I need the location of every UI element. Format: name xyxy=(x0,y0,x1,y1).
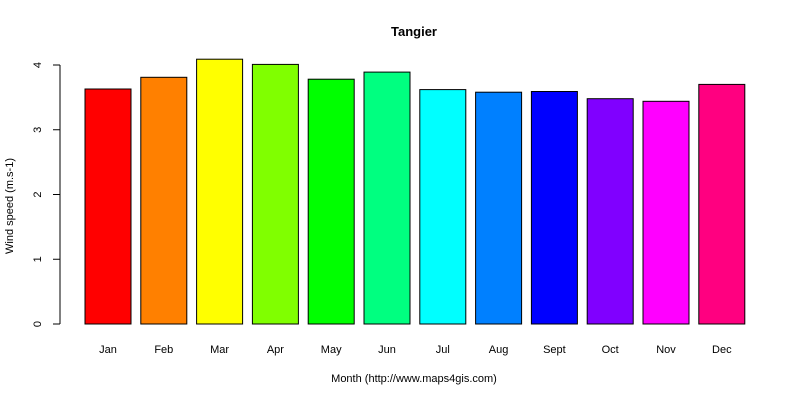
bars-group xyxy=(84,58,746,325)
x-tick-label-sept: Sept xyxy=(543,344,566,356)
bar-may xyxy=(307,78,355,325)
bar-feb xyxy=(140,76,188,325)
bar-jan xyxy=(84,88,132,325)
x-tick-label-jul: Jul xyxy=(436,344,450,356)
y-axis: 0 1 2 3 4 xyxy=(32,62,61,327)
bar-mar xyxy=(196,58,244,325)
bar-oct xyxy=(586,98,634,325)
bar-jul xyxy=(419,89,467,325)
bar-dec xyxy=(698,83,746,325)
x-tick-label-mar: Mar xyxy=(210,344,229,356)
y-tick-label-0: 0 xyxy=(32,321,44,327)
x-axis: Jan Feb Mar Apr May Jun Jul Aug Sept Oct Nov Dec xyxy=(99,344,732,356)
y-tick-label-4: 4 xyxy=(32,62,44,68)
x-tick-label-aug: Aug xyxy=(489,344,509,356)
bar-apr xyxy=(251,63,299,325)
y-tick-label-3: 3 xyxy=(32,127,44,133)
bar-nov xyxy=(642,100,690,325)
bar-aug xyxy=(475,91,523,325)
x-tick-label-oct: Oct xyxy=(602,344,619,356)
x-tick-label-jun: Jun xyxy=(378,344,396,356)
chart-title: Tangier xyxy=(391,24,437,39)
x-tick-label-feb: Feb xyxy=(154,344,173,356)
bar-jun xyxy=(363,71,411,325)
y-axis-label: Wind speed (m.s-1) xyxy=(4,158,16,254)
x-tick-label-nov: Nov xyxy=(656,344,676,356)
x-tick-label-may: May xyxy=(321,344,342,356)
x-tick-label-jan: Jan xyxy=(99,344,117,356)
bar-sept xyxy=(530,91,578,325)
x-tick-label-apr: Apr xyxy=(267,344,284,356)
y-tick-label-2: 2 xyxy=(32,191,44,197)
x-axis-label: Month (http://www.maps4gis.com) xyxy=(331,373,497,385)
x-tick-label-dec: Dec xyxy=(712,344,732,356)
y-tick-label-1: 1 xyxy=(32,256,44,262)
